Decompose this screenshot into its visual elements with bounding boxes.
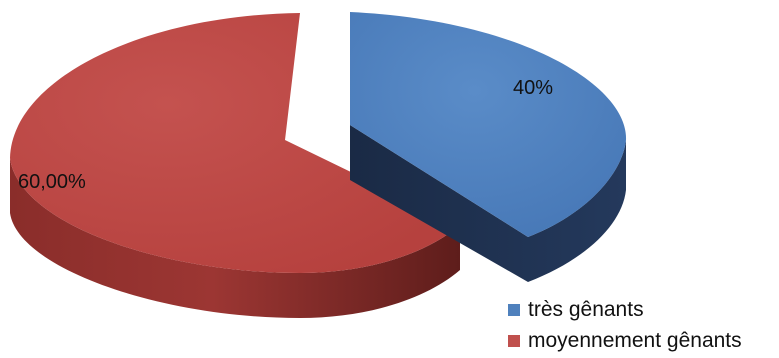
- pie-slice-moyennement-genants: [10, 13, 460, 318]
- pie-slice-tres-genants-side: [350, 125, 626, 282]
- data-label-tres-genants: 40%: [513, 77, 553, 99]
- legend-item-tres-genants: très gênants: [508, 294, 742, 325]
- legend-label-tres-genants: très gênants: [528, 297, 644, 321]
- legend-label-moyennement-genants: moyennement gênants: [528, 328, 742, 352]
- pie-slice-moyennement-genants-top: [10, 13, 460, 273]
- pie-slice-moyennement-genants-side: [10, 158, 460, 318]
- legend-swatch-tres-genants: [508, 303, 520, 316]
- legend-swatch-moyennement-genants: [508, 334, 520, 347]
- pie-slice-tres-genants: [350, 12, 627, 282]
- legend-item-moyennement-genants: moyennement gênants: [508, 325, 742, 356]
- pie-slice-tres-genants-top: [350, 12, 627, 237]
- legend: très gênants moyennement gênants: [508, 294, 742, 356]
- data-label-moyennement-genants: 60,00%: [18, 171, 86, 193]
